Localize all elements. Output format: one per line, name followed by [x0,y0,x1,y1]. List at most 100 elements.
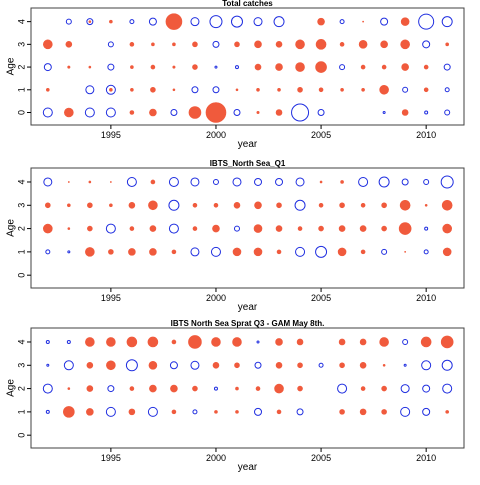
positive-residual-bubble [151,42,155,47]
negative-residual-bubble [418,13,435,30]
negative-residual-bubble [86,18,94,26]
negative-residual-bubble [170,109,178,117]
positive-residual-bubble [109,181,112,183]
positive-residual-bubble [400,17,410,26]
negative-residual-bubble [191,86,199,94]
negative-residual-bubble [291,103,310,122]
positive-residual-bubble [129,386,135,391]
negative-residual-bubble [45,339,50,344]
negative-residual-bubble [423,249,429,255]
negative-residual-bubble [42,107,53,118]
plot-frame [30,7,465,126]
positive-residual-bubble [440,335,454,349]
positive-residual-bubble [276,202,282,209]
x-tick-label: 2000 [206,130,226,140]
negative-residual-bubble [107,63,115,71]
negative-residual-bubble [441,359,453,371]
positive-residual-bubble [318,87,324,93]
positive-residual-bubble [67,227,71,230]
y-axis-label: Age [6,379,17,397]
positive-residual-bubble [339,42,345,47]
negative-residual-bubble [43,63,52,72]
positive-residual-bubble [109,19,113,24]
positive-residual-bubble [214,410,218,414]
y-axis-label: Age [6,57,17,75]
positive-residual-bubble [87,202,93,209]
negative-residual-bubble [441,16,453,28]
positive-residual-bubble [172,42,176,47]
negative-residual-bubble [105,107,116,118]
negative-residual-bubble [66,339,71,344]
positive-residual-bubble [297,86,303,93]
positive-residual-bubble [212,361,220,369]
x-tick-label: 1995 [101,293,121,303]
y-tick-label: 2 [16,65,26,70]
positive-residual-bubble [380,40,388,49]
negative-residual-bubble [253,17,263,27]
plot-frame [30,167,465,289]
positive-residual-bubble [85,247,95,257]
positive-residual-bubble [192,226,198,231]
negative-residual-bubble [254,177,263,186]
negative-residual-bubble [337,383,348,394]
positive-residual-bubble [445,410,449,414]
negative-residual-bubble [65,18,72,25]
x-tick-label: 2000 [206,453,226,463]
positive-residual-bubble [360,386,366,391]
x-axis-label: year [238,462,258,473]
negative-residual-bubble [168,223,179,234]
positive-residual-bubble [297,226,303,231]
positive-residual-bubble [109,87,113,92]
positive-residual-bubble [170,384,178,393]
positive-residual-bubble [63,406,75,418]
negative-residual-bubble [318,362,324,368]
positive-residual-bubble [423,87,429,93]
positive-residual-bubble [128,248,136,256]
positive-residual-bubble [86,408,94,416]
positive-residual-bubble [295,39,305,50]
positive-residual-bubble [149,108,157,117]
negative-residual-bubble [148,17,157,26]
y-tick-label: 2 [16,386,26,391]
positive-residual-bubble [382,363,386,367]
positive-residual-bubble [319,180,323,184]
positive-residual-bubble [442,247,452,257]
positive-residual-bubble [277,87,281,92]
chart-title: IBTS_North Sea_Q1 [210,159,286,168]
positive-residual-bubble [130,65,134,69]
positive-residual-bubble [106,360,116,371]
y-tick-label: 3 [16,363,26,368]
negative-residual-bubble [234,65,239,70]
positive-residual-bubble [338,338,346,346]
negative-residual-bubble [423,178,430,185]
negative-residual-bubble [168,199,180,211]
negative-residual-bubble [422,384,431,393]
negative-residual-bubble [46,363,50,367]
positive-residual-bubble [274,383,284,394]
positive-residual-bubble [148,360,158,370]
positive-residual-bubble [362,20,365,23]
negative-residual-bubble [339,64,346,71]
negative-residual-bubble [129,19,135,25]
x-tick-label: 1995 [101,130,121,140]
chart-title: Total catches [222,0,273,8]
negative-residual-bubble [444,109,451,116]
y-tick-label: 0 [16,433,26,438]
negative-residual-bubble [213,386,218,391]
positive-residual-bubble [315,39,327,50]
negative-residual-bubble [402,86,409,93]
positive-residual-bubble [441,199,453,211]
positive-residual-bubble [253,224,263,233]
positive-residual-bubble [360,202,366,208]
positive-residual-bubble [211,337,221,347]
x-axis-label: year [238,302,258,313]
negative-residual-bubble [168,176,179,187]
positive-residual-bubble [233,201,241,209]
negative-residual-bubble [296,408,304,416]
positive-residual-bubble [106,337,116,347]
x-axis-label: year [238,139,258,150]
negative-residual-bubble [273,16,285,28]
negative-residual-bubble [192,409,198,415]
positive-residual-bubble [192,385,198,392]
positive-residual-bubble [129,110,135,115]
